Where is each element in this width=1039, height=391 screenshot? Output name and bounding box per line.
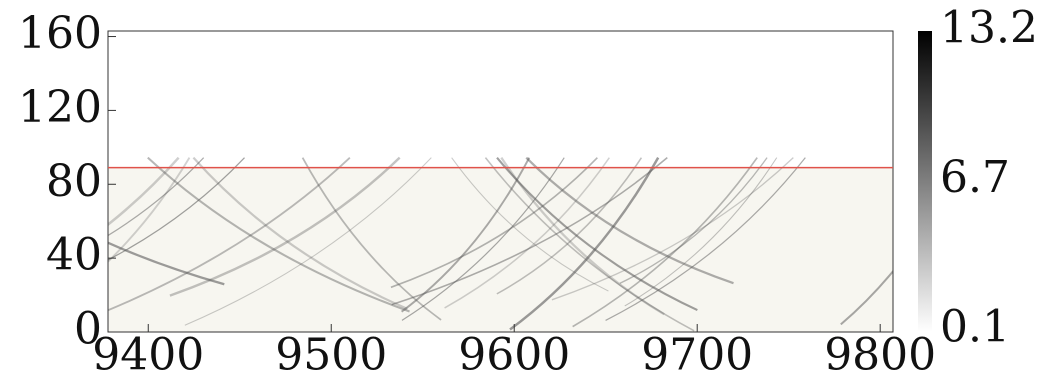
cell-track [401,157,565,321]
cell-track [0,158,35,312]
cell-track [496,156,698,312]
colorbar [918,31,932,332]
x-tick-label: 9500 [275,330,387,381]
cell-track [605,157,806,321]
cell-track [390,157,598,289]
cell-track [108,157,245,261]
cell-track [169,156,401,297]
cell-track [840,269,893,326]
cell-track [301,157,442,321]
cell-track [619,157,768,285]
x-tick-label: 9800 [824,330,936,381]
y-tick-label: 120 [18,82,102,133]
colorbar-tick-label: 6.7 [940,152,1010,203]
cell-track [484,157,695,332]
x-tick-label: 9600 [458,330,570,381]
colorbar-tick-label: 0.1 [940,302,1010,353]
cell-track [108,156,180,227]
cell-track [108,157,205,237]
cell-track [509,157,660,331]
y-tick-label: 0 [74,304,102,355]
heatmap-field [0,156,893,332]
cell-track [147,156,410,313]
cell-track [0,158,36,289]
plot-frame [107,30,894,333]
cell-track [551,157,794,301]
y-tick-label: 80 [46,156,102,207]
cell-track [525,156,734,285]
cell-track [451,157,609,292]
colorbar-tick-label: 13.2 [940,3,1038,54]
field-background [108,167,893,332]
cell-track [108,241,225,286]
y-tick-label: 160 [18,8,102,59]
cell-track [624,157,778,307]
cell-track [108,156,351,312]
y-tick-label: 40 [46,230,102,281]
cell-track [572,157,758,328]
x-tick-label: 9700 [641,330,753,381]
cell-track [391,157,668,306]
x-tick-label: 9400 [92,330,204,381]
cell-track [184,157,432,326]
cell-track [444,157,610,309]
cell-track [108,157,191,263]
cell-track [192,156,408,310]
